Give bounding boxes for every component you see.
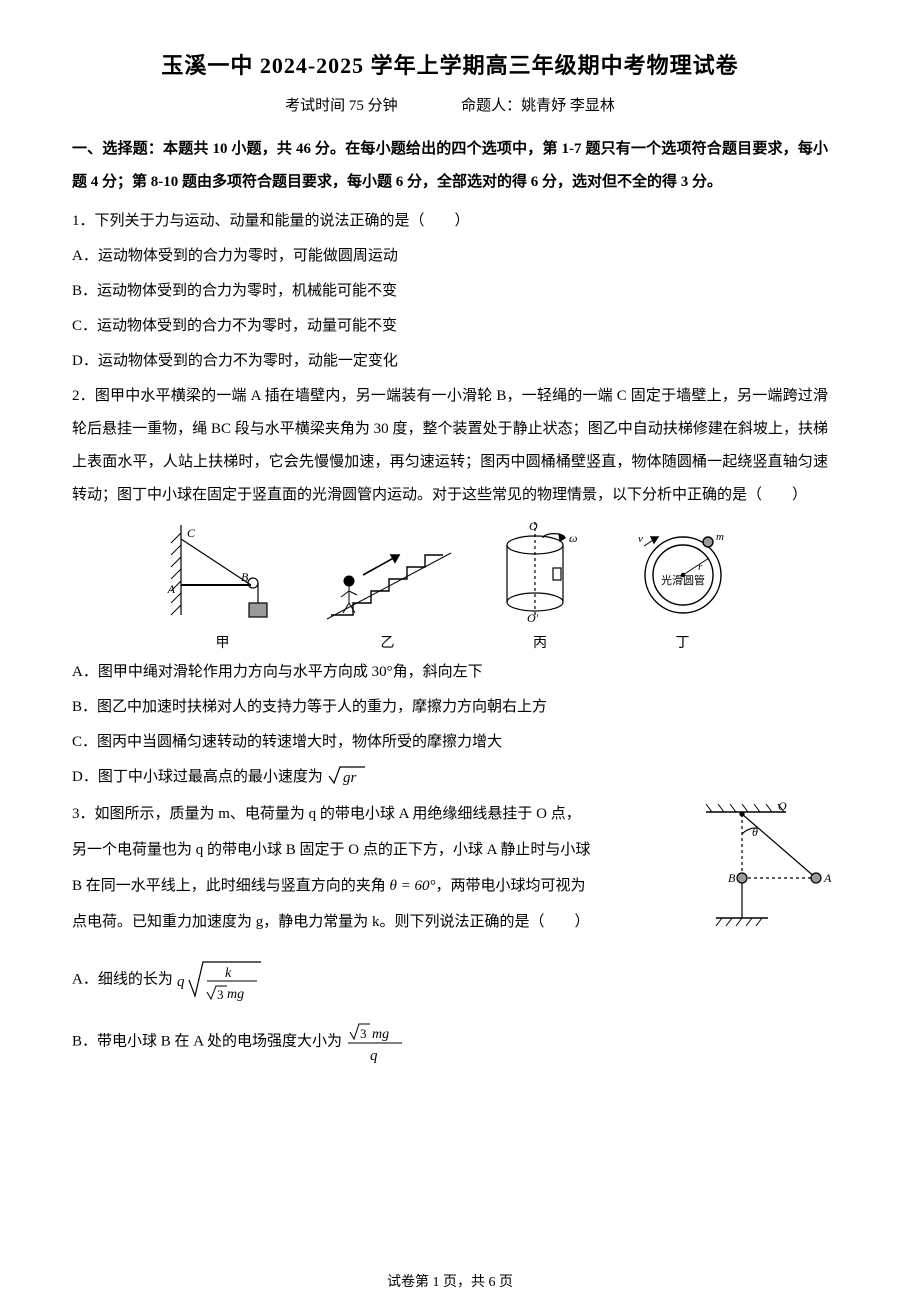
q2-figure-c-label: 丙 bbox=[493, 632, 588, 652]
q2-figure-a: A B C 甲 bbox=[163, 525, 283, 652]
svg-text:O': O' bbox=[527, 611, 539, 625]
q3-block: 3．如图所示，质量为 m、电荷量为 q 的带电小球 A 用绝缘细线悬挂于 O 点… bbox=[72, 796, 828, 940]
page-title: 玉溪一中 2024-2025 学年上学期高三年级期中考物理试卷 bbox=[72, 48, 828, 80]
section-header: 一、选择题：本题共 10 小题，共 46 分。在每小题给出的四个选项中，第 1-… bbox=[72, 133, 828, 199]
q3-line2: 另一个电荷量也为 q 的带电小球 B 固定于 O 点的正下方，小球 A 静止时与… bbox=[72, 842, 590, 858]
q3-theta: θ = 60° bbox=[390, 878, 436, 894]
q3-line3-pre: B 在同一水平线上，此时细线与竖直方向的夹角 bbox=[72, 878, 390, 894]
q1-option-d: D．运动物体受到的合力不为零时，动能一定变化 bbox=[72, 345, 828, 378]
q2-figure-a-label: 甲 bbox=[163, 632, 283, 652]
svg-text:mg: mg bbox=[372, 1027, 389, 1042]
svg-text:A: A bbox=[823, 871, 832, 885]
q2-figure-d-label: 丁 bbox=[628, 632, 738, 652]
svg-text:gr: gr bbox=[343, 770, 357, 786]
svg-text:3: 3 bbox=[360, 1026, 367, 1041]
q2-figure-d: v m r 光滑圆管 丁 bbox=[628, 520, 738, 652]
svg-text:B: B bbox=[728, 871, 736, 885]
svg-text:3: 3 bbox=[217, 987, 224, 1002]
q3-figure: O θ A B bbox=[686, 800, 836, 945]
svg-text:m: m bbox=[716, 531, 724, 543]
q2-option-d-formula: gr bbox=[327, 761, 367, 794]
q2-figures: A B C 甲 乙 bbox=[72, 520, 828, 652]
q3-option-b-formula: 3 mg q bbox=[346, 1020, 408, 1064]
q2-figure-c: O ω O' 丙 bbox=[493, 520, 588, 652]
q3-line1: 3．如图所示，质量为 m、电荷量为 q 的带电小球 A 用绝缘细线悬挂于 O 点… bbox=[72, 806, 581, 822]
svg-text:B: B bbox=[241, 570, 249, 584]
q1-option-b: B．运动物体受到的合力为零时，机械能可能不变 bbox=[72, 275, 828, 308]
q3-option-b-prefix: B．带电小球 B 在 A 处的电场强度大小为 bbox=[72, 1034, 346, 1050]
q2-figure-b: 乙 bbox=[323, 525, 453, 652]
q1-option-c: C．运动物体受到的合力不为零时，动量可能不变 bbox=[72, 310, 828, 343]
q3-option-a-formula: q k 3 mg bbox=[177, 956, 263, 1004]
svg-text:mg: mg bbox=[227, 987, 244, 1002]
q2-option-d: D．图丁中小球过最高点的最小速度为 gr bbox=[72, 761, 828, 794]
q3-line3-post: ，两带电小球均可视为 bbox=[436, 878, 586, 894]
svg-text:O: O bbox=[778, 800, 787, 813]
svg-text:O: O bbox=[529, 520, 538, 533]
exam-duration: 考试时间 75 分钟 bbox=[285, 98, 398, 114]
svg-text:v: v bbox=[638, 533, 643, 545]
svg-text:A: A bbox=[166, 582, 175, 596]
q3-option-b: B．带电小球 B 在 A 处的电场强度大小为 3 mg q bbox=[72, 1020, 828, 1064]
q2-option-a: A．图甲中绳对滑轮作用力方向与水平方向成 30°角，斜向左下 bbox=[72, 656, 828, 689]
q3-option-a-prefix: A．细线的长为 bbox=[72, 972, 177, 988]
q3-line4: 点电荷。已知重力加速度为 g，静电力常量为 k。则下列说法正确的是（ ） bbox=[72, 914, 590, 930]
page-subtitle: 考试时间 75 分钟 命题人：姚青妤 李显林 bbox=[72, 94, 828, 115]
exam-authors: 命题人：姚青妤 李显林 bbox=[461, 98, 615, 114]
svg-text:r: r bbox=[698, 561, 703, 573]
svg-text:光滑圆管: 光滑圆管 bbox=[661, 573, 705, 587]
q1-stem: 1．下列关于力与运动、动量和能量的说法正确的是（ ） bbox=[72, 205, 828, 238]
svg-text:ω: ω bbox=[569, 531, 577, 545]
q2-option-d-prefix: D．图丁中小球过最高点的最小速度为 bbox=[72, 769, 323, 785]
q3-option-a: A．细线的长为 q k 3 mg bbox=[72, 956, 828, 1004]
q2-option-b: B．图乙中加速时扶梯对人的支持力等于人的重力，摩擦力方向朝右上方 bbox=[72, 691, 828, 724]
svg-text:C: C bbox=[187, 526, 196, 540]
svg-text:q: q bbox=[370, 1048, 378, 1064]
q1-option-a: A．运动物体受到的合力为零时，可能做圆周运动 bbox=[72, 240, 828, 273]
q2-option-c: C．图丙中当圆桶匀速转动的转速增大时，物体所受的摩擦力增大 bbox=[72, 726, 828, 759]
page-footer: 试卷第 1 页，共 6 页 bbox=[0, 1271, 900, 1291]
q2-stem: 2．图甲中水平横梁的一端 A 插在墙壁内，另一端装有一小滑轮 B，一轻绳的一端 … bbox=[72, 380, 828, 512]
q2-figure-b-label: 乙 bbox=[323, 632, 453, 652]
svg-text:θ: θ bbox=[752, 825, 758, 839]
svg-text:k: k bbox=[225, 966, 232, 981]
svg-text:q: q bbox=[177, 974, 185, 990]
